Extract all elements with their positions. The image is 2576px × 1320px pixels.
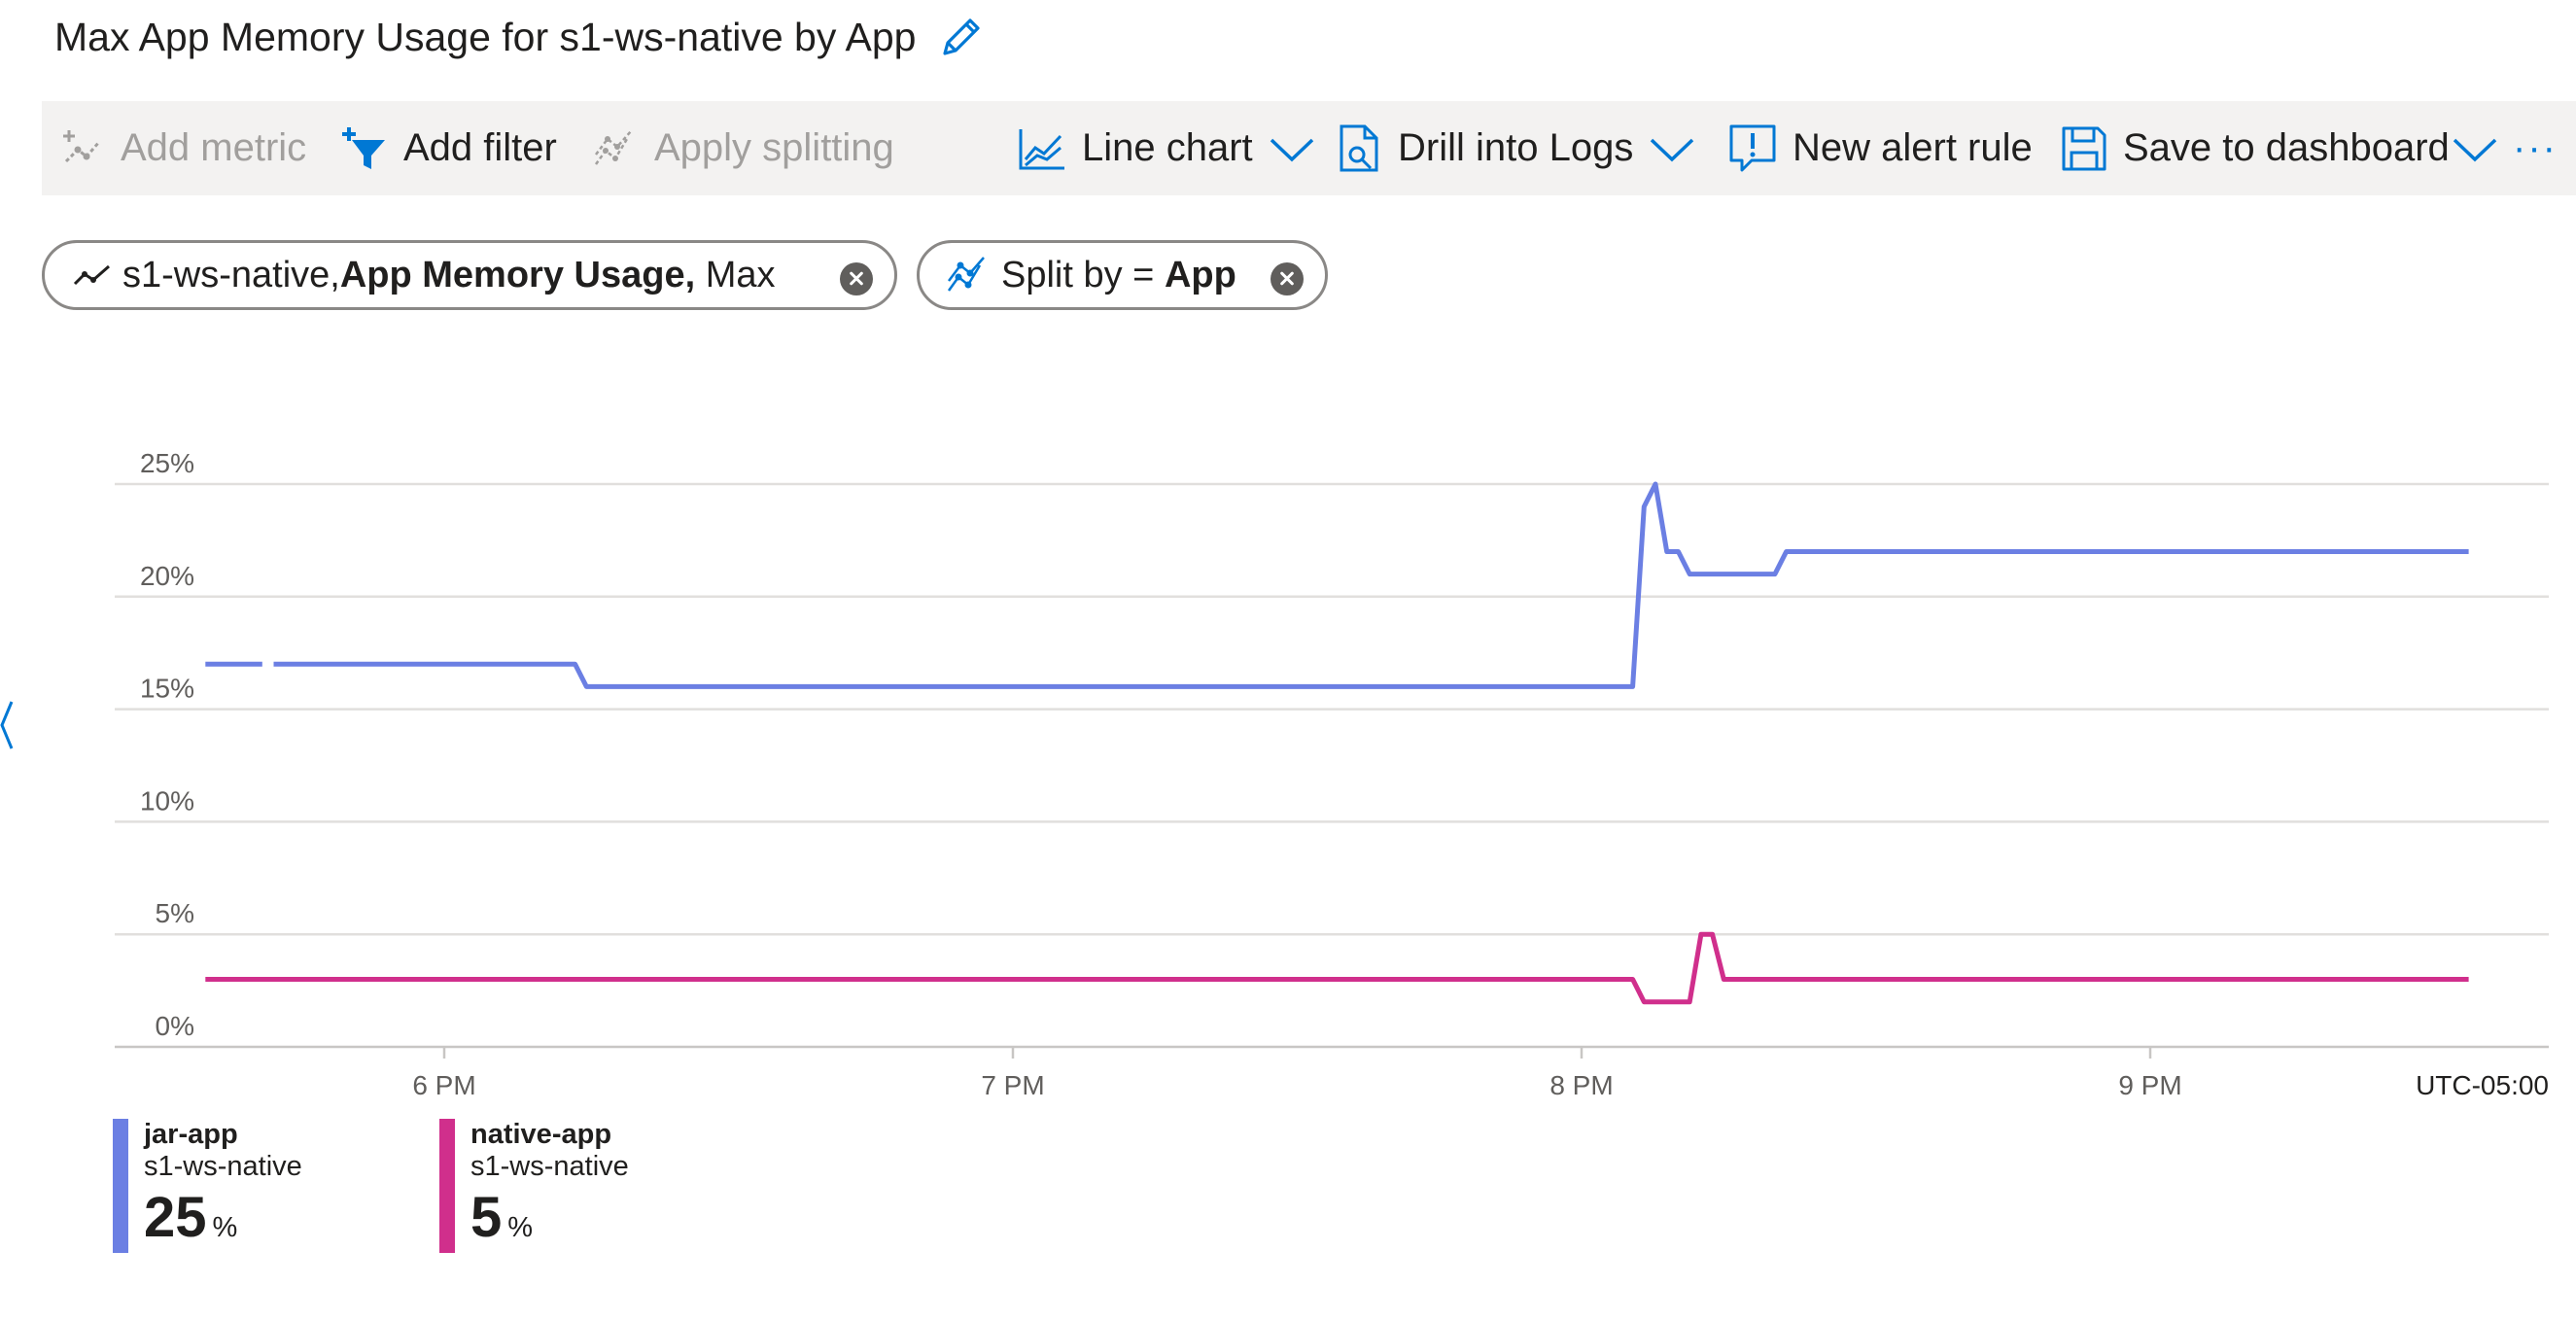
new-alert-rule-button[interactable]: New alert rule <box>1728 101 2033 195</box>
add-filter-button[interactable]: Add filter <box>339 101 557 195</box>
legend-value-unit: % <box>212 1212 238 1243</box>
add-filter-label: Add filter <box>403 126 557 169</box>
chevron-down-icon <box>2453 138 2497 161</box>
legend-resource: s1-ws-native <box>470 1151 629 1182</box>
add-metric-icon <box>63 129 101 162</box>
splitting-icon <box>947 257 985 292</box>
logs-icon <box>1340 124 1378 171</box>
line-chart-label: Line chart <box>1082 126 1253 169</box>
save-icon <box>2062 126 2106 170</box>
legend-item-jar-app[interactable]: jar-app s1-ws-native 25% <box>113 1119 302 1255</box>
legend-value: 25% <box>144 1185 302 1261</box>
y-tick-label: 15% <box>140 674 194 704</box>
legend-item-native-app[interactable]: native-app s1-ws-native 5% <box>439 1119 629 1255</box>
metrics-toolbar: Add metric Add filter Apply splitting Li… <box>42 101 2576 195</box>
metric-line-icon <box>73 264 110 286</box>
add-metric-button[interactable]: Add metric <box>60 101 306 195</box>
y-tick-label: 25% <box>140 448 194 478</box>
series-jar-app[interactable] <box>205 481 2469 689</box>
split-value: App <box>1164 254 1236 295</box>
legend-color-swatch <box>113 1119 128 1253</box>
x-tick-label: 7 PM <box>981 1070 1044 1100</box>
series-line-jar-app <box>273 481 2469 689</box>
line-chart-dropdown[interactable]: Line chart <box>1018 101 1315 195</box>
y-tick-label: 20% <box>140 561 194 591</box>
legend-series-name: native-app <box>470 1119 612 1150</box>
save-to-dashboard-dropdown[interactable]: Save to dashboard <box>2061 101 2498 195</box>
apply-splitting-label: Apply splitting <box>654 126 894 169</box>
x-tick-label: 8 PM <box>1549 1070 1613 1100</box>
metric-aggregation: Max <box>705 254 776 295</box>
new-alert-rule-label: New alert rule <box>1793 126 2033 169</box>
series-line-native-app <box>205 931 2469 1005</box>
remove-split-icon[interactable] <box>1271 262 1304 295</box>
y-tick-label: 5% <box>156 898 194 928</box>
legend-value: 5% <box>470 1185 629 1261</box>
drill-into-logs-dropdown[interactable]: Drill into Logs <box>1338 101 1695 195</box>
apply-splitting-button[interactable]: Apply splitting <box>592 101 894 195</box>
x-tick-label: 6 PM <box>412 1070 475 1100</box>
memory-usage-line-chart: 0% 5% 10% 15% 20% 25% 6 PM 7 PM 8 PM 9 PM UTC-05:… <box>115 448 2549 1100</box>
metric-name: App Memory Usage, <box>339 254 696 295</box>
split-prefix: Split by = <box>1001 254 1155 295</box>
pencil-icon[interactable] <box>937 13 986 61</box>
chart-title-row: Max App Memory Usage for s1-ws-native by… <box>54 8 986 66</box>
legend-resource: s1-ws-native <box>144 1151 302 1182</box>
line-chart-icon <box>1019 128 1064 169</box>
y-tick-label: 0% <box>156 1011 194 1041</box>
filter-icon <box>342 126 385 169</box>
alert-icon <box>1729 124 1776 171</box>
timezone-label: UTC-05:00 <box>2416 1070 2549 1100</box>
legend-value-unit: % <box>507 1212 534 1243</box>
x-tick-label: 9 PM <box>2118 1070 2181 1100</box>
metric-pill[interactable]: s1-ws-native,App Memory Usage, Max <box>42 240 897 310</box>
metric-pill-text: s1-ws-native,App Memory Usage, Max <box>122 255 776 296</box>
more-options-icon: ··· <box>2513 126 2558 169</box>
add-metric-label: Add metric <box>121 126 307 169</box>
legend-series-name: jar-app <box>144 1119 238 1150</box>
split-pill-text: Split by = App <box>1001 255 1236 296</box>
metric-resource: s1-ws-native, <box>122 254 340 295</box>
legend-color-swatch <box>439 1119 455 1253</box>
legend-value-number: 5 <box>470 1186 503 1249</box>
splitting-icon <box>594 129 632 165</box>
more-options-button[interactable]: ··· <box>2513 101 2558 195</box>
series-native-app[interactable] <box>205 931 2469 1005</box>
save-to-dashboard-label: Save to dashboard <box>2123 126 2450 169</box>
split-pill[interactable]: Split by = App <box>917 240 1328 310</box>
y-tick-label: 10% <box>140 785 194 816</box>
legend-value-number: 25 <box>144 1186 207 1249</box>
chevron-down-icon <box>1270 138 1313 161</box>
drill-into-logs-label: Drill into Logs <box>1398 126 1634 169</box>
chevron-left-icon[interactable] <box>0 698 14 752</box>
chart-title: Max App Memory Usage for s1-ws-native by… <box>54 14 917 59</box>
chevron-down-icon <box>1651 138 1694 161</box>
remove-metric-icon[interactable] <box>840 262 873 295</box>
